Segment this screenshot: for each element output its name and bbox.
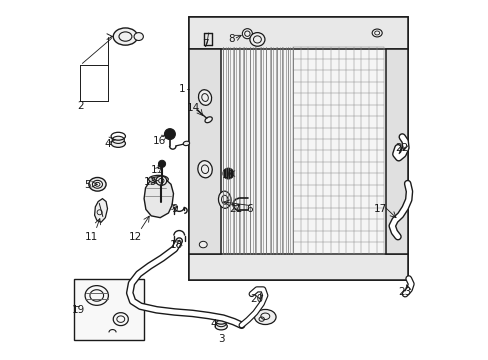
Text: 16: 16: [153, 136, 166, 145]
Polygon shape: [188, 17, 407, 49]
Ellipse shape: [92, 180, 102, 188]
Polygon shape: [188, 253, 407, 280]
Text: 11: 11: [84, 232, 98, 242]
Text: 6: 6: [246, 204, 253, 214]
Text: 10: 10: [222, 170, 234, 180]
Text: 9: 9: [171, 204, 178, 215]
Circle shape: [158, 160, 165, 167]
Text: 20: 20: [250, 294, 263, 304]
Circle shape: [164, 129, 175, 139]
Circle shape: [223, 168, 233, 179]
Ellipse shape: [218, 191, 231, 208]
Text: 21: 21: [228, 204, 242, 215]
Ellipse shape: [242, 29, 252, 39]
Ellipse shape: [249, 33, 264, 46]
Ellipse shape: [156, 176, 166, 185]
Polygon shape: [386, 49, 407, 253]
Ellipse shape: [198, 90, 211, 105]
Ellipse shape: [111, 139, 125, 147]
Ellipse shape: [113, 28, 137, 45]
Text: 23: 23: [398, 287, 411, 297]
Ellipse shape: [204, 117, 212, 123]
Ellipse shape: [254, 310, 276, 324]
Text: 4: 4: [210, 319, 217, 329]
Text: 1: 1: [178, 84, 184, 94]
Text: 19: 19: [72, 305, 85, 315]
Text: 18: 18: [169, 240, 183, 250]
Text: 2: 2: [77, 102, 83, 112]
Polygon shape: [188, 49, 221, 253]
Bar: [74, 279, 144, 339]
Text: 12: 12: [128, 232, 142, 242]
Ellipse shape: [148, 175, 168, 183]
Ellipse shape: [199, 241, 207, 248]
Ellipse shape: [216, 320, 226, 327]
Text: 4: 4: [105, 139, 111, 149]
Text: 13: 13: [143, 177, 157, 187]
Ellipse shape: [371, 29, 382, 37]
Text: 8: 8: [228, 34, 235, 44]
Text: 7: 7: [202, 39, 208, 49]
Polygon shape: [188, 17, 407, 280]
Text: 14: 14: [186, 103, 200, 113]
Ellipse shape: [112, 136, 124, 143]
Text: 3: 3: [218, 333, 224, 343]
Text: 5: 5: [84, 180, 91, 190]
Ellipse shape: [134, 33, 143, 41]
Polygon shape: [144, 180, 173, 218]
Polygon shape: [94, 199, 107, 222]
Ellipse shape: [198, 161, 212, 178]
Text: 17: 17: [373, 204, 386, 214]
Ellipse shape: [89, 177, 106, 191]
Text: 15: 15: [151, 165, 164, 175]
Text: 22: 22: [395, 143, 408, 153]
Ellipse shape: [215, 323, 227, 330]
Ellipse shape: [183, 141, 189, 145]
